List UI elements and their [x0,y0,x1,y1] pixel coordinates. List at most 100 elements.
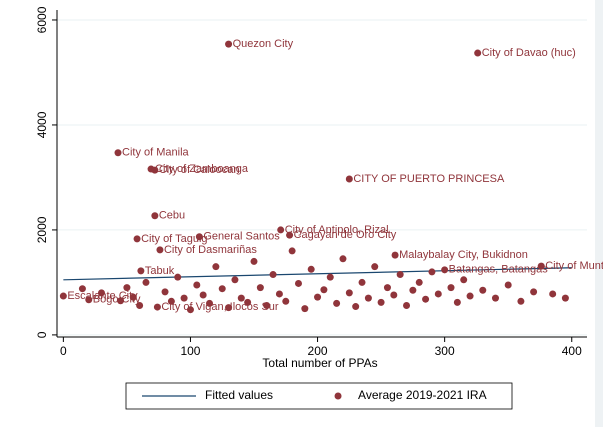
point [345,289,353,297]
point [174,273,182,281]
point [167,297,175,305]
outer-margin [595,0,603,427]
point [415,278,423,286]
y-tick-label: 6000 [35,6,49,33]
legend-label: Average 2019-2021 IRA [358,388,487,402]
point-label: City of Caloocan [159,164,240,176]
point [161,288,169,296]
point [314,293,322,301]
point-label: Batangas, Batangas [449,264,549,276]
point-label: City of Muntinlupa [545,260,603,272]
point [136,302,144,310]
x-tick-label: 400 [562,344,582,358]
point [156,246,164,254]
point-label: City of Manila [122,147,190,159]
point [85,296,93,304]
point [447,284,455,292]
point [383,284,391,292]
point [396,271,404,279]
point [193,281,201,289]
point-label: Quezon City [233,38,294,50]
point [441,266,449,274]
point [391,251,399,259]
x-axis-title: Total number of PPAs [262,356,377,370]
point [517,297,525,305]
point [59,292,67,300]
point [364,294,372,302]
point-label: Cagayan de Oro City [294,229,397,241]
y-tick-label: 0 [35,331,49,338]
x-tick-label: 100 [180,344,200,358]
point [282,297,290,305]
point [537,262,545,270]
point [352,303,360,311]
point [269,271,277,279]
point-label: Bogo City [93,294,141,306]
point [78,285,86,293]
point [231,276,239,284]
point [453,298,461,306]
point-label: CITY OF PUERTO PRINCESA [353,173,505,185]
point [326,273,334,281]
point [409,286,417,294]
point [137,267,145,275]
point [114,149,122,157]
point-label: General Santos [203,231,280,243]
point [142,278,150,286]
point [466,292,474,300]
point [390,291,398,299]
point [263,302,271,310]
point [250,257,258,265]
point [225,304,233,312]
point [377,298,385,306]
y-tick-label: 2000 [35,216,49,243]
point [479,286,487,294]
point [151,166,159,174]
point-label: Tabuk [145,265,175,277]
point [294,279,302,287]
point [428,268,436,276]
point [117,297,125,305]
point [212,263,220,271]
point [199,291,207,299]
point [320,286,328,294]
legend-label: Fitted values [205,388,273,402]
point [133,235,141,243]
point [333,299,341,307]
point [153,303,161,311]
point [129,293,137,301]
x-tick-label: 300 [435,344,455,358]
point [345,175,353,183]
point-label: City of Zamboanga [155,163,249,175]
point [504,281,512,289]
point [275,290,283,298]
point [218,285,226,293]
point [549,290,557,298]
point [434,290,442,298]
point [237,294,245,302]
point [288,247,296,255]
x-tick-label: 0 [60,344,67,358]
point [371,263,379,271]
point [301,305,309,313]
point [403,302,411,310]
point [195,233,203,241]
point [180,294,188,302]
fitted-line [63,267,572,281]
point [286,231,294,239]
point [186,306,194,314]
point [244,298,252,306]
point-label: City of Davao (huc) [482,47,576,59]
point [277,226,285,234]
point-label: Malaybalay City, Bukidnon [399,249,528,261]
point [474,49,482,57]
point [422,295,430,303]
point [561,294,569,302]
point [206,299,214,307]
point [530,288,538,296]
point-label: City of Antipolo, Rizal [285,224,389,236]
point [307,265,315,273]
point [97,289,105,297]
